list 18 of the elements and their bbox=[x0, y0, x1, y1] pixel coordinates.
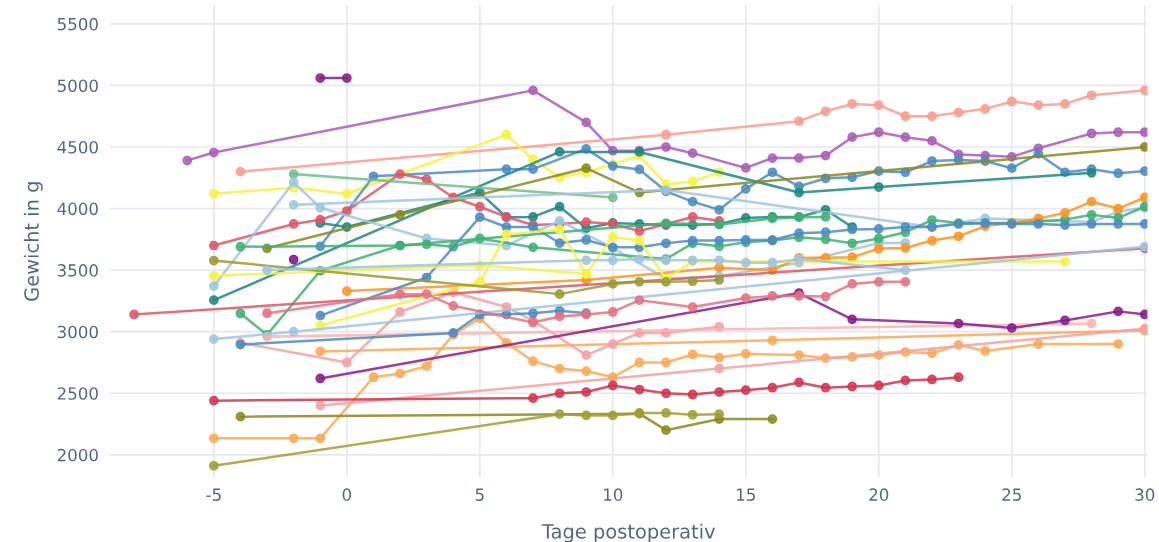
y-tick-label: 2000 bbox=[57, 448, 98, 462]
y-tick-label: 3500 bbox=[57, 264, 98, 277]
x-tick-label: 30 bbox=[1135, 488, 1155, 501]
y-tick-label: 4000 bbox=[57, 202, 98, 216]
x-tick-label: 25 bbox=[1002, 488, 1021, 501]
x-tick-label: 10 bbox=[604, 488, 623, 501]
y-tick-label: 3000 bbox=[57, 325, 98, 339]
y-tick-label: 4500 bbox=[57, 140, 98, 154]
x-tick-label: 20 bbox=[869, 488, 889, 501]
x-tick-label: 0 bbox=[342, 488, 352, 501]
y-tick-label: 5000 bbox=[57, 79, 98, 93]
x-tick-label: 5 bbox=[475, 488, 484, 501]
y-tick-label: 5500 bbox=[57, 17, 98, 31]
x-axis-title: Tage postoperativ bbox=[541, 523, 716, 542]
y-axis-title: Gewicht in g bbox=[23, 182, 43, 301]
x-tick-label: -5 bbox=[206, 488, 221, 501]
y-tick-label: 2500 bbox=[57, 387, 98, 400]
x-tick-label: 15 bbox=[737, 488, 755, 501]
